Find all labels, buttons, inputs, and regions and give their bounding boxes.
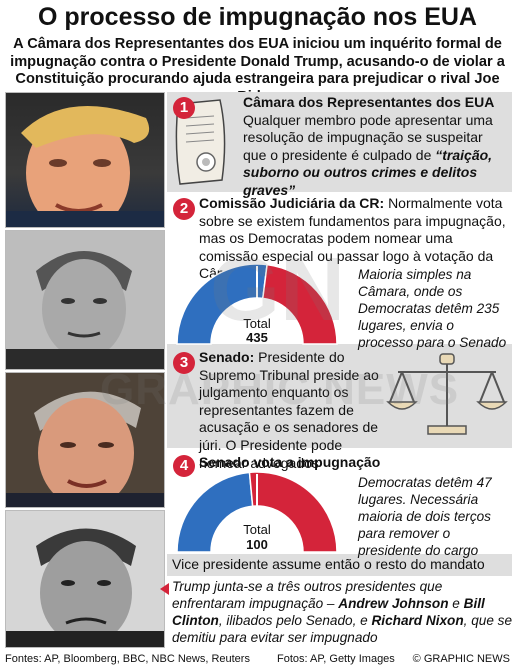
clinton-photo-icon xyxy=(6,373,164,507)
step-1-number: 1 xyxy=(173,97,195,119)
footer-credit: © GRAPHIC NEWS xyxy=(412,653,510,665)
step-4-footer-panel xyxy=(167,554,512,576)
bottom-note-and-1: e xyxy=(452,596,460,611)
senate-semicircle-chart xyxy=(176,471,338,553)
step-4-number: 4 xyxy=(173,455,195,477)
step-4-heading: Senado vota a impugnação xyxy=(199,454,381,470)
step-3-number: 3 xyxy=(173,352,195,374)
portrait-trump xyxy=(5,92,165,228)
portrait-andrew-johnson xyxy=(5,230,165,370)
bottom-note: Trump junta-se a três outros presidentes… xyxy=(172,578,512,646)
footer-sources: Fontes: AP, Bloomberg, BBC, NBC News, Re… xyxy=(5,653,250,665)
johnson-photo-icon xyxy=(6,231,164,369)
house-chart-total: 435 xyxy=(246,330,268,345)
house-chart-note: Maioria simples na Câmara, onde os Democ… xyxy=(358,267,507,350)
bottom-note-andrew-johnson: Andrew Johnson xyxy=(338,596,449,611)
footer-photos: Fotos: AP, Getty Images xyxy=(277,653,395,665)
semicircle-slice-outros xyxy=(261,263,338,345)
step-2-number: 2 xyxy=(173,198,195,220)
semicircle-slice-outros xyxy=(248,471,338,553)
bottom-note-richard-nixon: Richard Nixon xyxy=(371,613,464,628)
portrait-richard-nixon xyxy=(5,510,165,648)
nixon-photo-icon xyxy=(6,511,164,647)
bottom-note-bill-clinton: Bill Clinton xyxy=(172,596,485,628)
step-3-body: Senado: Presidente do Supremo Tribunal p… xyxy=(199,349,389,472)
portrait-bill-clinton xyxy=(5,372,165,508)
bottom-note-part-b: , ilibados pelo Senado, e xyxy=(218,613,368,628)
step-4-footer-text: Vice presidente assume então o resto do … xyxy=(172,556,485,572)
scales-of-justice-icon xyxy=(384,350,510,442)
semicircle-slice-democratas xyxy=(176,263,268,345)
house-semicircle-chart xyxy=(176,263,338,345)
bottom-note-part-a: Trump junta-se a três outros presidentes… xyxy=(172,579,443,611)
step-2-heading: Comissão Judiciária da CR: xyxy=(199,195,385,211)
step-1-heading: Câmara dos Representantes dos EUA xyxy=(243,94,495,110)
bottom-note-arrow-icon xyxy=(160,583,169,595)
step-3-text: Presidente do Supremo Tribunal preside a… xyxy=(199,349,379,471)
step-3-heading: Senado: xyxy=(199,349,255,365)
step-1-quote: “traição, suborno ou outros crimes e del… xyxy=(243,146,493,198)
trump-photo-icon xyxy=(6,106,164,227)
step-1-body: Câmara dos Representantes dos EUA Qualqu… xyxy=(243,94,509,200)
house-chart-total-label: Total xyxy=(243,316,271,331)
page-title: O processo de impugnação nos EUA xyxy=(38,3,477,31)
senate-chart-total-label: Total xyxy=(243,522,271,537)
step-2-body: Comissão Judiciária da CR: Normalmente v… xyxy=(199,195,511,283)
step-1-text: Qualquer membro pode apresentar uma reso… xyxy=(243,111,493,163)
scroll-icon xyxy=(170,96,232,188)
senate-chart-note: Democratas detêm 47 lugares. Necessária … xyxy=(358,475,492,558)
bottom-note-part-c: , que se demitiu para evitar ser impugna… xyxy=(172,613,513,645)
senate-chart-total: 100 xyxy=(246,537,268,552)
